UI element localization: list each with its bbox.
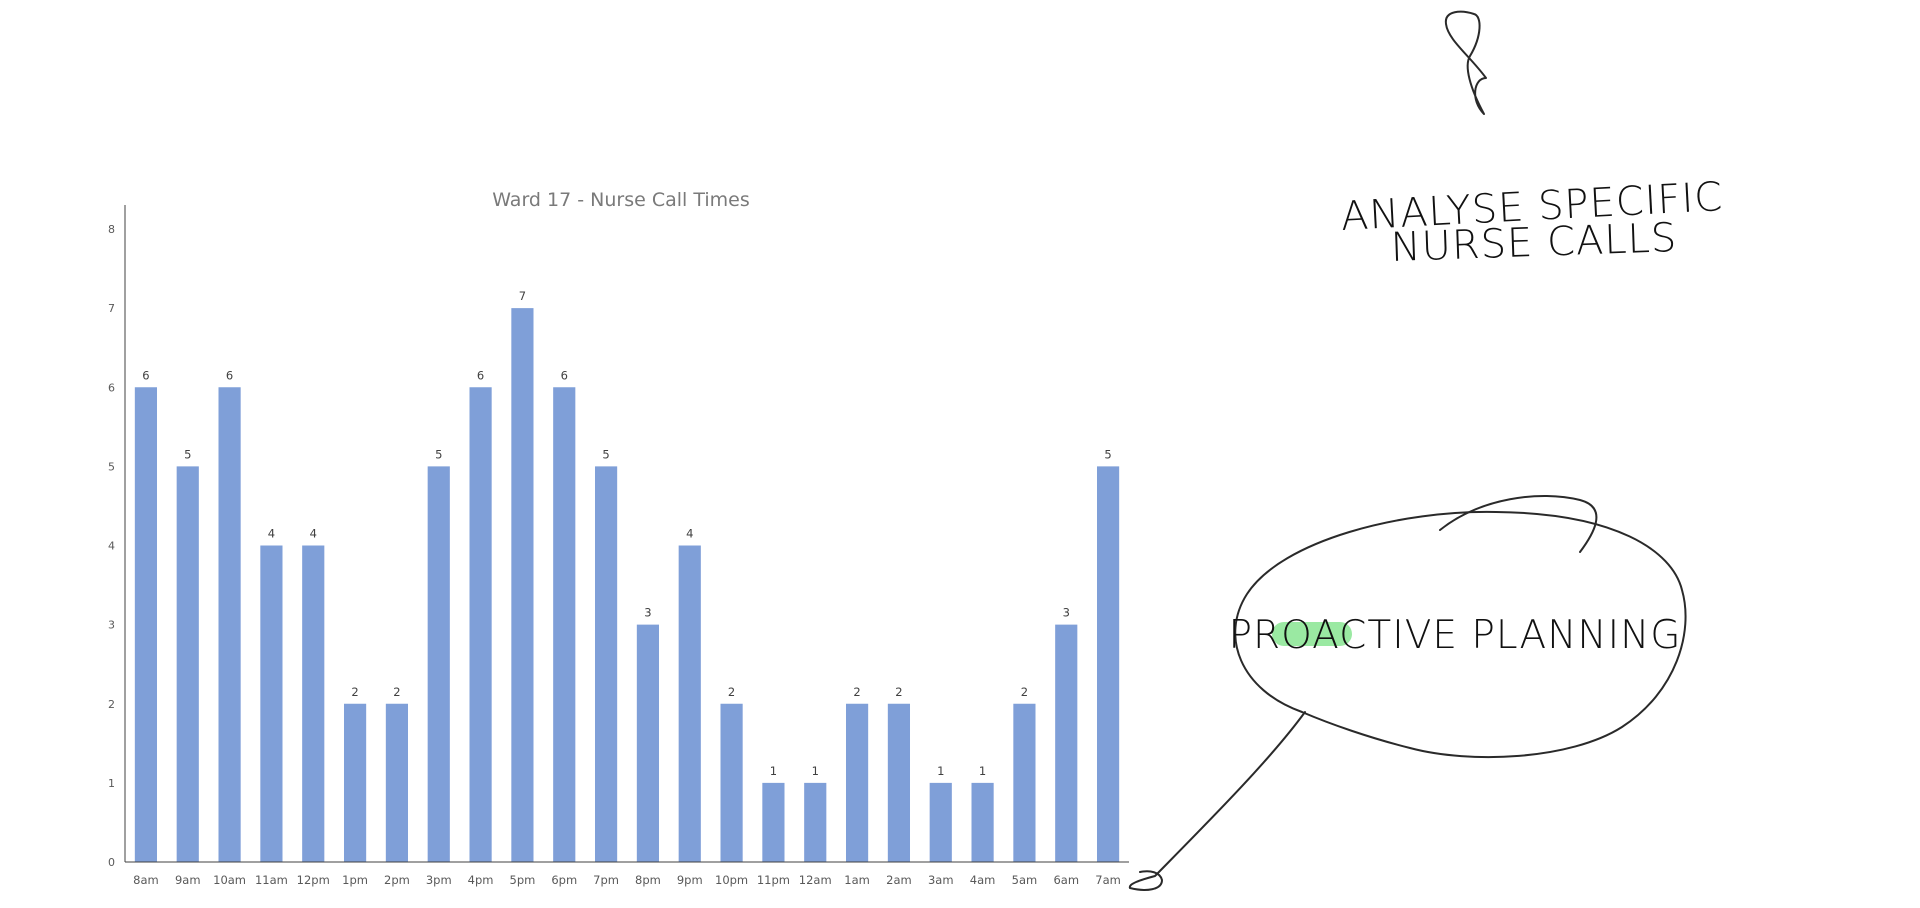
bar-12am — [804, 782, 827, 862]
highlighter-mark — [1272, 622, 1352, 646]
bar-2am — [887, 703, 911, 862]
data-label-2am: 2 — [895, 685, 902, 699]
x-tick-label-4pm: 4pm — [468, 873, 494, 887]
bar-1am — [845, 703, 869, 862]
x-tick-label-11pm: 11pm — [757, 873, 790, 887]
data-label-10am: 6 — [226, 368, 233, 382]
x-tick-label-6pm: 6pm — [551, 873, 577, 887]
x-tick-label-10am: 10am — [213, 873, 246, 887]
x-tick-label-2pm: 2pm — [384, 873, 410, 887]
x-tick-label-9am: 9am — [175, 873, 201, 887]
chart-title: Ward 17 - Nurse Call Times — [492, 189, 750, 211]
x-tick-label-5am: 5am — [1012, 873, 1038, 887]
bar-1pm — [343, 703, 367, 862]
x-tick-label-3am: 3am — [928, 873, 954, 887]
data-label-8pm: 3 — [644, 606, 651, 620]
data-label-9pm: 4 — [686, 527, 693, 541]
data-label-4pm: 6 — [477, 368, 484, 382]
y-tick-label: 2 — [108, 698, 115, 711]
bar-8pm — [636, 624, 660, 862]
data-label-8am: 6 — [142, 368, 149, 382]
data-label-2pm: 2 — [393, 685, 400, 699]
x-tick-label-1pm: 1pm — [342, 873, 368, 887]
x-tick-label-1am: 1am — [844, 873, 870, 887]
data-label-5pm: 7 — [519, 289, 526, 303]
y-tick-label: 7 — [108, 302, 115, 315]
bubble-text: PROACTIVE PLANNING — [1229, 613, 1682, 658]
x-tick-label-7pm: 7pm — [593, 873, 619, 887]
data-label-10pm: 2 — [728, 685, 735, 699]
bar-8am — [134, 387, 158, 862]
x-tick-label-8pm: 8pm — [635, 873, 661, 887]
bubble-scribble — [1439, 495, 1598, 553]
data-label-7am: 5 — [1104, 447, 1111, 461]
bar-6am — [1055, 624, 1078, 862]
bar-10am — [218, 387, 241, 862]
bar-11pm — [762, 782, 785, 862]
note-analyse-line2: NURSE CALLS — [1390, 215, 1678, 271]
pin-sketch — [1444, 10, 1487, 115]
x-tick-label-7am: 7am — [1095, 873, 1121, 887]
x-tick-label-5pm: 5pm — [510, 873, 536, 887]
bar-12pm — [302, 545, 325, 862]
y-tick-label: 4 — [108, 540, 115, 553]
x-tick-label-4am: 4am — [970, 873, 996, 887]
data-label-7pm: 5 — [602, 447, 609, 461]
bar-4pm — [469, 387, 492, 862]
bar-10pm — [720, 703, 743, 862]
x-tick-label-10pm: 10pm — [715, 873, 748, 887]
data-label-12pm: 4 — [310, 527, 317, 541]
bar-9pm — [678, 545, 701, 862]
bar-5am — [1013, 703, 1036, 862]
bar-6pm — [553, 387, 576, 862]
data-label-6pm: 6 — [561, 368, 568, 382]
x-tick-label-6am: 6am — [1053, 873, 1079, 887]
bar-3am — [929, 782, 952, 862]
x-tick-label-11am: 11am — [255, 873, 288, 887]
x-axis-ticks: 8am 9am 10am 11am 12pm 1pm 2pm 3pm 4pm 5pm 6pm 7pm 8… — [133, 873, 1121, 887]
data-label-11am: 4 — [268, 527, 275, 541]
data-label-1pm: 2 — [351, 685, 358, 699]
x-tick-label-12am: 12am — [799, 873, 832, 887]
y-tick-label: 6 — [108, 381, 115, 394]
x-tick-label-3pm: 3pm — [426, 873, 452, 887]
bar-7am — [1096, 466, 1120, 862]
bar-11am — [260, 545, 283, 862]
data-label-1am: 2 — [853, 685, 860, 699]
data-label-9am: 5 — [184, 447, 191, 461]
x-tick-label-8am: 8am — [133, 873, 159, 887]
data-label-6am: 3 — [1063, 606, 1070, 620]
data-label-12am: 1 — [812, 764, 819, 778]
data-label-11pm: 1 — [770, 764, 777, 778]
bars-group — [134, 308, 1120, 862]
y-tick-label: 1 — [108, 777, 115, 790]
y-tick-label: 3 — [108, 619, 115, 632]
x-tick-label-2am: 2am — [886, 873, 912, 887]
data-label-3pm: 5 — [435, 447, 442, 461]
data-label-4am: 1 — [979, 764, 986, 778]
bar-5pm — [511, 308, 534, 862]
bar-4am — [971, 782, 994, 862]
y-tick-label: 5 — [108, 460, 115, 473]
bar-9am — [176, 466, 199, 862]
y-axis-ticks: 0 1 2 3 4 5 6 7 8 — [108, 223, 115, 869]
bar-2pm — [385, 703, 409, 862]
bar-7pm — [594, 466, 618, 862]
y-tick-label: 0 — [108, 856, 115, 869]
bar-3pm — [427, 466, 450, 862]
speech-bubble-outline — [1234, 510, 1687, 759]
data-labels-group: 6 5 6 4 4 2 2 5 6 7 6 5 3 4 2 1 1 2 2 1 1 2 3 5 — [142, 289, 1111, 778]
x-tick-label-12pm: 12pm — [297, 873, 330, 887]
bubble-tail — [1128, 711, 1306, 891]
data-label-5am: 2 — [1021, 685, 1028, 699]
x-tick-label-9pm: 9pm — [677, 873, 703, 887]
y-tick-label: 8 — [108, 223, 115, 236]
data-label-3am: 1 — [937, 764, 944, 778]
